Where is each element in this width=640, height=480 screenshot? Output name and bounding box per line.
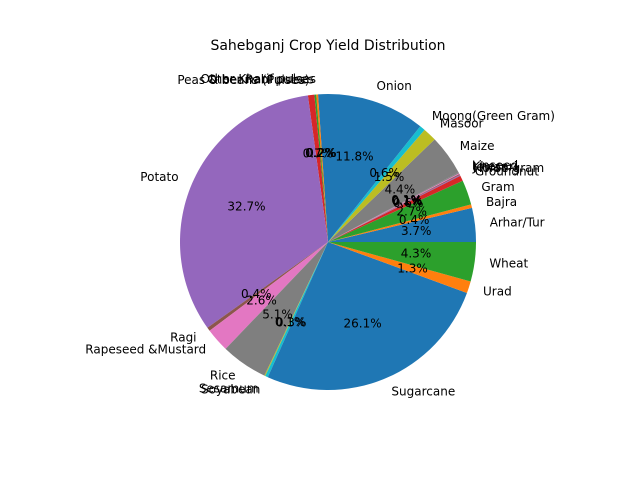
slice-percent-label: 32.7%	[227, 199, 265, 213]
slice-category-label: Arhar/Tur	[490, 216, 545, 230]
pie-slice	[328, 242, 471, 293]
pie-slice	[209, 242, 328, 349]
slice-category-label: Potato	[140, 170, 178, 184]
pie-slice	[314, 94, 328, 242]
pie-slice	[328, 175, 463, 242]
slice-category-label: Jowar	[472, 160, 506, 174]
slice-percent-label: 0.4%	[241, 287, 272, 301]
slice-percent-label: 0.2%	[305, 146, 336, 160]
slice-category-label: Khesari	[472, 159, 517, 173]
pie-slice	[328, 126, 425, 242]
slice-percent-label: 0.1%	[391, 193, 422, 207]
slice-category-label: Horse-gram	[473, 161, 544, 175]
slice-percent-label: 2.7%	[396, 205, 427, 219]
slice-percent-label: 0.1%	[392, 194, 423, 208]
slice-percent-label: 2.6%	[246, 293, 277, 307]
slice-category-label: Linseed	[472, 158, 518, 172]
slice-category-label: Moong(Green Gram)	[432, 109, 555, 123]
slice-category-label: Bajra	[486, 195, 517, 209]
slice-category-label: Sugarcane	[391, 384, 455, 398]
slice-category-label: Soyabean	[201, 383, 260, 397]
slice-category-label: Gram	[481, 180, 514, 194]
slice-percent-label: 4.3%	[401, 246, 432, 260]
slice-percent-label: 3.7%	[401, 224, 432, 238]
pie-slice	[328, 174, 460, 242]
slice-percent-label: 0.2%	[306, 146, 337, 160]
pie-slice	[328, 172, 460, 242]
slice-percent-label: 0.7%	[303, 146, 334, 160]
slice-percent-label: 0.4%	[399, 213, 430, 227]
slice-category-label: Urad	[483, 284, 512, 298]
slice-percent-label: 0.6%	[393, 196, 424, 210]
slice-category-label: Ragi	[170, 331, 196, 345]
slice-category-label: Onion	[377, 79, 412, 93]
slice-percent-label: 4.4%	[385, 182, 416, 196]
slice-category-label: Maize	[460, 139, 495, 153]
pie-percent-labels: 3.7%0.4%2.7%0.6%0.1%0.1%0.1%0.1%4.4%1.5%…	[227, 146, 431, 330]
slice-percent-label: 11.8%	[335, 150, 373, 164]
slice-category-label: Sesamum	[199, 382, 259, 396]
pie-slice	[328, 173, 460, 242]
pie-slice	[265, 242, 328, 378]
pie-slice	[307, 94, 328, 242]
slice-category-label: Masoor	[440, 116, 484, 130]
slice-category-label: Wheat	[489, 256, 528, 270]
pie-slice	[264, 242, 328, 377]
pie-slice	[328, 180, 472, 242]
slice-percent-label: 26.1%	[344, 316, 382, 330]
slice-category-label: Rapeseed &Mustard	[85, 342, 206, 356]
slice-percent-label: 0.6%	[369, 166, 400, 180]
slice-category-label: Rice	[210, 368, 236, 382]
slice-category-label: Other Kharif pulses	[201, 72, 316, 86]
pie-slice	[180, 95, 328, 328]
slice-percent-label: 0.1%	[275, 315, 306, 329]
chart-title: Sahebganj Crop Yield Distribution	[210, 38, 445, 54]
slice-category-label: Peas & beans (Pulses)	[177, 73, 309, 87]
pie-slice	[316, 94, 328, 243]
slice-category-label: Groundnut	[475, 164, 539, 178]
slice-percent-label: 1.3%	[397, 262, 428, 276]
pie-slice	[328, 174, 461, 242]
pie-slice	[328, 207, 476, 242]
pie-slice	[318, 94, 421, 242]
pie-slice	[328, 139, 459, 242]
pie-slice	[328, 242, 476, 282]
pie-slice	[267, 242, 467, 390]
pie-slice	[328, 204, 473, 242]
slice-percent-label: 0.1%	[392, 193, 423, 207]
slice-percent-label: 5.1%	[262, 308, 293, 322]
pie-slice	[328, 129, 435, 242]
slice-percent-label: 0.1%	[392, 194, 423, 208]
slice-percent-label: 1.5%	[374, 170, 405, 184]
pie-slice	[225, 242, 328, 376]
slice-category-label: Other Rabi pulses	[207, 72, 314, 86]
slice-percent-label: 0.3%	[276, 315, 307, 329]
pie-slice	[207, 242, 328, 331]
pie-slices	[180, 94, 476, 390]
